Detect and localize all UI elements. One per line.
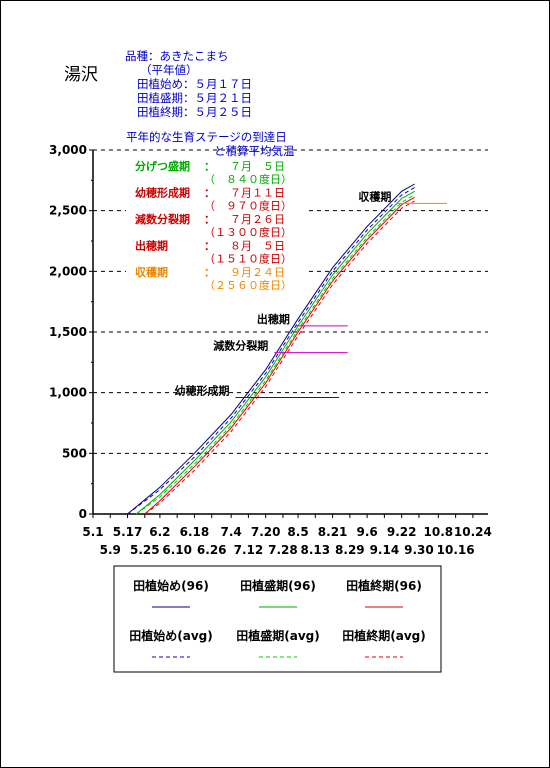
x-tick-label: 9.30 — [404, 543, 434, 557]
legend-label: 田植終期(avg) — [342, 628, 425, 643]
stages-header-line1: 平年的な生育ステージの到達日 — [126, 130, 287, 144]
x-tick-label: 10.8 — [424, 525, 454, 539]
stage-date: ９月２４日 — [230, 266, 285, 279]
x-tick-label: 9.22 — [387, 525, 417, 539]
y-tick-label: 1,000 — [49, 386, 87, 400]
stage-line-label: 収穫期 — [358, 189, 391, 203]
stage-separator: ： — [204, 187, 215, 200]
x-tick-label: 5.17 — [113, 525, 143, 539]
stage-name: 収穫期 — [135, 265, 168, 279]
stage-gdd: （１５１０度日） — [204, 252, 292, 266]
stage-separator: ： — [204, 160, 215, 173]
x-tick-label: 6.10 — [162, 543, 192, 557]
legend-label: 田植終期(96) — [346, 578, 422, 593]
variety-label: 品種：あきたこまち — [125, 49, 229, 63]
x-tick-label: 9.14 — [370, 543, 400, 557]
x-tick-label: 7.28 — [268, 543, 298, 557]
x-tick-label: 8.29 — [335, 543, 365, 557]
y-tick-label: 3,000 — [49, 143, 87, 157]
stage-line-label: 減数分裂期 — [213, 339, 268, 353]
x-tick-label: 7.20 — [251, 525, 281, 539]
stage-gdd: （ ８４０度日） — [204, 172, 292, 186]
x-tick-label: 10.24 — [454, 525, 492, 539]
x-tick-label: 6.26 — [197, 543, 227, 557]
series-line — [144, 196, 415, 515]
stage-name: 分げつ盛期 — [135, 159, 190, 173]
stage-date: ７月２６日 — [230, 213, 285, 226]
stages-header-line2: と積算平均気温 — [214, 144, 295, 158]
location-title: 湯沢 — [64, 65, 98, 85]
stage-separator: ： — [204, 240, 215, 253]
x-tick-label: 9.6 — [356, 525, 377, 539]
x-tick-label: 5.1 — [82, 525, 103, 539]
stage-separator: ： — [204, 213, 215, 226]
chart-series — [127, 183, 415, 515]
legend-box — [113, 565, 442, 673]
planting-start: 田植始め：５月１７日 — [137, 77, 252, 91]
stage-name: 幼穂形成期 — [135, 186, 190, 200]
stage-line-label: 出穂期 — [257, 312, 290, 326]
y-tick-label: 500 — [62, 446, 87, 460]
stages-panel: 平年的な生育ステージの到達日 と積算平均気温 分げつ盛期 ： ７月 ５日（ ８４０度… — [126, 130, 306, 299]
x-tick-label: 8.5 — [287, 525, 308, 539]
x-tick-label: 6.2 — [149, 525, 170, 539]
stage-gdd: （ ９７０度日） — [204, 199, 292, 213]
stage-gdd: （１３００度日） — [204, 225, 292, 239]
legend-label: 田植盛期(96) — [240, 578, 316, 593]
x-tick-label: 8.21 — [318, 525, 348, 539]
stage-date: ７月１１日 — [230, 187, 285, 200]
planting-peak: 田植盛期：５月２１日 — [137, 91, 252, 105]
x-tick-label: 7.12 — [234, 543, 264, 557]
series-line — [135, 190, 415, 515]
y-tick-label: 0 — [79, 507, 87, 521]
stage-date: ７月 ５日 — [230, 160, 285, 173]
stage-name: 出穂期 — [135, 239, 168, 253]
y-tick-label: 2,500 — [49, 204, 87, 218]
x-tick-label: 6.18 — [180, 525, 210, 539]
stage-line-label: 幼穂形成期 — [174, 384, 229, 398]
legend-label: 田植始め(avg) — [129, 628, 212, 643]
stage-gdd: （２５６０度日） — [204, 278, 292, 292]
series-line — [144, 200, 415, 515]
x-tick-label: 5.25 — [130, 543, 160, 557]
stage-date: ８月 ５日 — [230, 240, 285, 253]
y-tick-label: 2,000 — [49, 264, 87, 278]
series-line — [127, 187, 415, 515]
x-tick-label: 5.9 — [100, 543, 121, 557]
x-tick-label: 7.4 — [221, 525, 242, 539]
variety-note: （平年値） — [140, 63, 198, 77]
series-line — [127, 183, 415, 515]
legend-label: 田植盛期(avg) — [236, 628, 319, 643]
series-line — [135, 194, 415, 515]
planting-end: 田植終期：５月２５日 — [137, 105, 252, 119]
stage-separator: ： — [204, 266, 215, 279]
stage-name: 減数分裂期 — [135, 212, 190, 226]
legend: 田植始め(96) 田植盛期(96) 田植終期(96) 田植始め(avg) 田植盛期(av… — [129, 578, 426, 658]
y-tick-label: 1,500 — [49, 325, 87, 339]
x-tick-label: 10.16 — [437, 543, 475, 557]
x-tick-label: 8.13 — [301, 543, 331, 557]
legend-label: 田植始め(96) — [133, 578, 209, 593]
